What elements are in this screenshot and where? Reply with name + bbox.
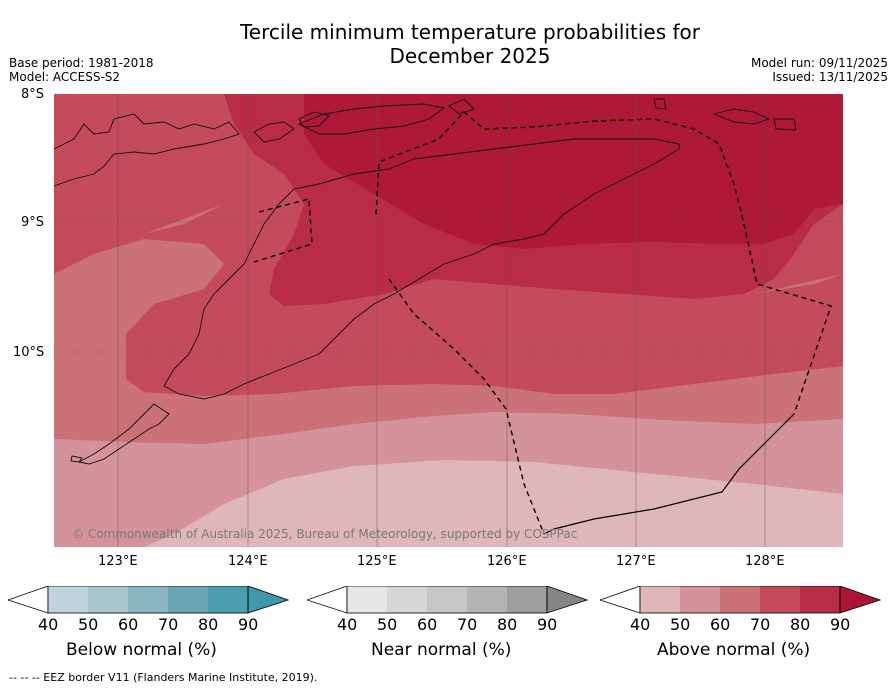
- tick-label: 60: [417, 615, 438, 634]
- island-east-b: [773, 118, 797, 131]
- colorbar-above-normal: [600, 586, 881, 614]
- timor-coast: [163, 138, 680, 400]
- colorbar-segment: [168, 586, 208, 613]
- colorbar-label-near: Near normal (%): [371, 640, 512, 660]
- flores-coast: [54, 113, 240, 187]
- coastlines: [54, 98, 797, 465]
- tick-label: 90: [830, 615, 851, 634]
- colorbar-under-arrow: [600, 586, 641, 614]
- tick-label: 90: [238, 615, 259, 634]
- tick-label: 70: [158, 615, 179, 634]
- colorbar-segment: [128, 586, 168, 613]
- tick-label: 70: [750, 615, 771, 634]
- colorbar-label-above: Above normal (%): [657, 640, 811, 660]
- eez-oecusse: [253, 198, 313, 263]
- lat-label-10s: 10°S: [13, 345, 45, 360]
- lon-label-125e: 125°E: [357, 554, 397, 569]
- colorbar-over-arrow: [839, 586, 881, 614]
- colorbar-near-normal: [307, 586, 588, 614]
- lat-label-9s: 9°S: [21, 215, 45, 230]
- colorbar-frame: [47, 586, 249, 614]
- tick-label: 40: [630, 615, 651, 634]
- map-region-above-70-a: [54, 194, 843, 396]
- copyright-text: © Commonwealth of Australia 2025, Bureau…: [72, 527, 577, 541]
- tick-label: 80: [790, 615, 811, 634]
- colorbar-segment: [427, 586, 467, 613]
- graticule: [54, 221, 843, 353]
- tick-label: 60: [710, 615, 731, 634]
- colorbar-segment: [48, 586, 88, 613]
- small-island-c: [448, 98, 475, 115]
- colorbar-frame: [639, 586, 841, 614]
- colorbar-over-arrow: [247, 586, 289, 614]
- colorbar-segment: [387, 586, 427, 613]
- lon-label-123e: 123°E: [98, 554, 138, 569]
- colorbar-segment: [208, 586, 248, 613]
- colorbar-segment: [800, 586, 840, 613]
- colorbar-segment: [467, 586, 507, 613]
- eez-timor-south: [388, 278, 545, 535]
- colorbar-frame: [346, 586, 548, 614]
- small-island-a: [253, 121, 295, 143]
- colorbar-segment: [760, 586, 800, 613]
- wetar-coast: [297, 103, 446, 135]
- island-east-a: [712, 108, 771, 125]
- title-line-1: Tercile minimum temperature probabilitie…: [239, 20, 701, 44]
- eez-timor-north: [375, 111, 832, 415]
- model-run: Model run: 09/11/2025: [750, 56, 888, 70]
- colorbar-under-arrow: [8, 586, 49, 614]
- eez-footnote: -- -- -- EEZ border V11 (Flanders Marine…: [9, 671, 318, 684]
- colorbar-below-normal: [8, 586, 289, 614]
- tick-label: 80: [198, 615, 219, 634]
- map-title: Tercile minimum temperature probabilitie…: [0, 20, 896, 68]
- rote-coast: [77, 403, 170, 465]
- colorbar-segment: [507, 586, 547, 613]
- colorbar-under-arrow: [307, 586, 348, 614]
- colorbar-label-below: Below normal (%): [66, 640, 217, 660]
- lat-label-8s: 8°S: [21, 87, 45, 102]
- tick-label: 80: [497, 615, 518, 634]
- issued-date: Issued: 13/11/2025: [772, 70, 888, 84]
- tick-label: 40: [38, 615, 59, 634]
- eez-border: [253, 111, 832, 535]
- title-line-2: December 2025: [389, 44, 551, 68]
- map-region-above-90: [304, 94, 843, 249]
- colorbar-segment: [720, 586, 760, 613]
- lon-label-128e: 128°E: [745, 554, 785, 569]
- tick-label: 60: [118, 615, 139, 634]
- lon-label-124e: 124°E: [228, 554, 268, 569]
- tick-label: 90: [537, 615, 558, 634]
- forecast-map: © Commonwealth of Australia 2025, Bureau…: [54, 94, 843, 547]
- lon-label-126e: 126°E: [487, 554, 527, 569]
- colorbar-segment: [640, 586, 680, 613]
- graticule-lon: [117, 94, 766, 547]
- eez-solid-segment: [543, 413, 795, 535]
- model-name: Model: ACCESS-S2: [9, 70, 121, 84]
- lon-label-127e: 127°E: [616, 554, 656, 569]
- colorbar-segment: [680, 586, 720, 613]
- tick-label: 50: [377, 615, 398, 634]
- base-period: Base period: 1981-2018: [9, 56, 154, 70]
- colorbar-over-arrow: [546, 586, 588, 614]
- tick-label: 40: [337, 615, 358, 634]
- small-island-d: [653, 98, 667, 110]
- colorbar-segment: [88, 586, 128, 613]
- rote-islet: [70, 455, 83, 463]
- colorbar-segment: [347, 586, 387, 613]
- tick-label: 50: [78, 615, 99, 634]
- tick-label: 50: [670, 615, 691, 634]
- tick-label: 70: [457, 615, 478, 634]
